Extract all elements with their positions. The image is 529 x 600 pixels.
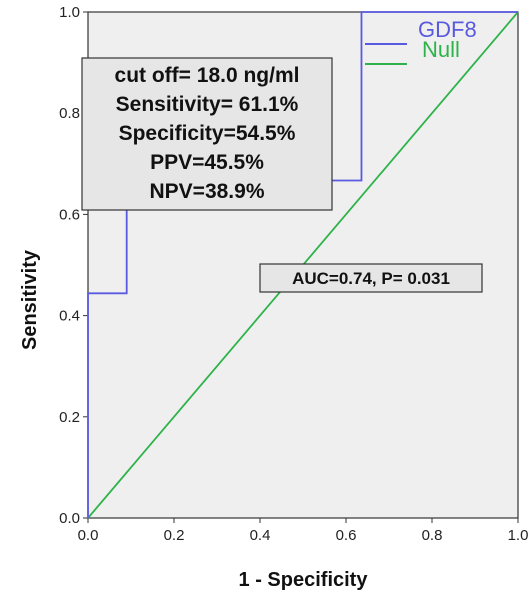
x-tick-label: 0.8 [422, 527, 443, 544]
info-ppv: PPV=45.5% [150, 151, 264, 174]
x-axis: 0.0 0.2 0.4 0.6 0.8 1.0 [78, 518, 529, 544]
info-specificity: Specificity=54.5% [119, 122, 296, 145]
y-axis-title: Sensitivity [19, 249, 41, 350]
info-npv: NPV=38.9% [150, 180, 265, 203]
y-tick-label: 0.8 [59, 105, 80, 122]
y-tick-label: 0.2 [59, 409, 80, 426]
auc-box: AUC=0.74, P= 0.031 [259, 263, 483, 293]
y-tick-label: 0.6 [59, 206, 80, 223]
info-sensitivity: Sensitivity= 61.1% [116, 93, 299, 116]
y-tick-label: 1.0 [59, 4, 80, 21]
x-tick-label: 0.2 [164, 527, 185, 544]
auc-box-frame [259, 263, 483, 293]
x-tick-label: 0.6 [336, 527, 357, 544]
x-tick-label: 1.0 [508, 527, 529, 544]
info-box: cut off= 18.0 ng/ml Sensitivity= 61.1% S… [81, 57, 333, 211]
y-axis: 0.0 0.2 0.4 0.6 0.8 1.0 [59, 4, 88, 527]
legend-label-gdf8: GDF8 [418, 17, 477, 42]
y-tick-label: 0.0 [59, 510, 80, 527]
x-tick-label: 0.4 [250, 527, 271, 544]
legend: GDF8 Null [365, 17, 477, 65]
x-axis-title: 1 - Specificity [239, 569, 369, 591]
auc-text: AUC=0.74, P= 0.031 [292, 269, 450, 288]
info-box-frame [81, 57, 333, 211]
legend-label-null: Null [422, 37, 460, 62]
x-tick-label: 0.0 [78, 527, 99, 544]
y-tick-label: 0.4 [59, 308, 80, 325]
info-cutoff: cut off= 18.0 ng/ml [115, 64, 300, 87]
